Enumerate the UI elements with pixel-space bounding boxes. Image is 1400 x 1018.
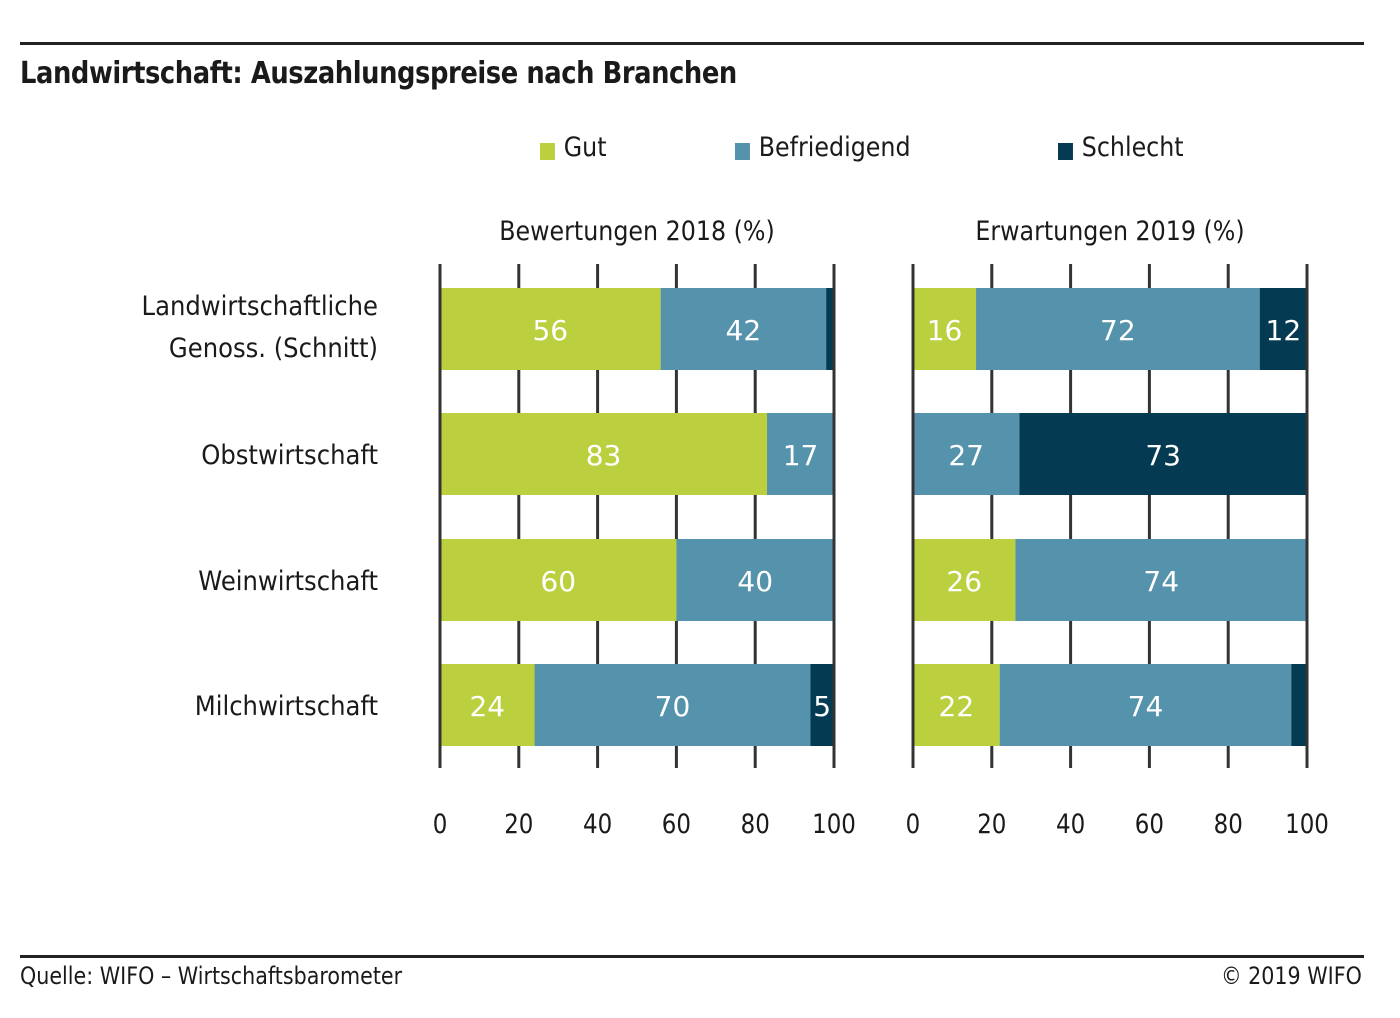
copyright-note: © 2019 WIFO [1221, 962, 1362, 990]
data-label: 83 [586, 439, 622, 472]
x-tick-label: 40 [1056, 808, 1085, 839]
source-note: Quelle: WIFO – Wirtschaftsbarometer [20, 962, 403, 990]
bar-segment-gut [440, 413, 768, 495]
data-label: 70 [655, 690, 691, 723]
category-label: Obstwirtschaft [201, 440, 378, 472]
bar-segment-befriedigend [676, 539, 834, 621]
bar-segment-befriedigend [534, 664, 811, 746]
bar-segment-gut [440, 288, 661, 370]
top-rule [20, 42, 1364, 45]
data-label: 72 [1100, 314, 1136, 347]
legend-item-befriedigend: Befriedigend [735, 132, 911, 163]
data-label: 40 [737, 565, 773, 598]
data-label: 5 [813, 690, 831, 723]
data-label: 17 [783, 439, 819, 472]
data-label: 74 [1128, 690, 1164, 723]
bar-segment-befriedigend [660, 288, 827, 370]
legend-label-gut: Gut [563, 132, 607, 163]
bar-segment-schlecht [826, 288, 834, 370]
x-tick-label: 20 [977, 808, 1006, 839]
data-label: 27 [948, 439, 984, 472]
x-tick-label: 60 [1135, 808, 1164, 839]
panel-title: Bewertungen 2018 (%) [499, 215, 775, 247]
bar-segment-befriedigend [999, 664, 1292, 746]
panel-title: Erwartungen 2019 (%) [975, 215, 1244, 247]
x-tick-label: 40 [583, 808, 612, 839]
x-tick-label: 80 [1214, 808, 1243, 839]
data-label: 12 [1266, 314, 1302, 347]
legend: Gut Befriedigend Schlecht [540, 132, 1360, 172]
legend-label-schlecht: Schlecht [1081, 132, 1184, 163]
data-label: 26 [946, 565, 982, 598]
x-tick-label: 100 [1285, 808, 1329, 839]
category-label: Milchwirtschaft [195, 691, 378, 723]
data-label: 24 [469, 690, 505, 723]
data-label: 74 [1143, 565, 1179, 598]
bar-segment-befriedigend [913, 413, 1020, 495]
bar-segment-befriedigend [767, 413, 834, 495]
x-tick-label: 0 [906, 808, 921, 839]
data-label: 60 [540, 565, 576, 598]
bar-segment-schlecht [1019, 413, 1307, 495]
bar-segment-schlecht [810, 664, 834, 746]
bar-segment-gut [440, 539, 677, 621]
legend-swatch-befriedigend [735, 143, 750, 160]
bar-segment-gut [440, 664, 535, 746]
bar-segment-gut [913, 664, 1000, 746]
category-label: Landwirtschaftliche Genoss. (Schnitt) [142, 291, 378, 365]
x-tick-label: 80 [741, 808, 770, 839]
bar-segment-schlecht [1259, 288, 1307, 370]
x-tick-label: 60 [662, 808, 691, 839]
bar-segment-befriedigend [1015, 539, 1307, 621]
x-tick-label: 0 [433, 808, 448, 839]
bar-segment-gut [913, 288, 977, 370]
legend-item-gut: Gut [540, 132, 607, 163]
category-label: Weinwirtschaft [198, 566, 378, 598]
bar-segment-schlecht [1291, 664, 1307, 746]
bar-segment-befriedigend [976, 288, 1260, 370]
x-tick-label: 100 [812, 808, 856, 839]
legend-item-schlecht: Schlecht [1058, 132, 1184, 163]
data-label: 42 [726, 314, 762, 347]
data-label: 56 [532, 314, 568, 347]
legend-swatch-schlecht [1058, 143, 1073, 160]
legend-swatch-gut [540, 143, 555, 160]
data-label: 16 [927, 314, 963, 347]
bar-segment-gut [913, 539, 1016, 621]
chart-title: Landwirtschaft: Auszahlungspreise nach B… [20, 56, 737, 91]
data-label: 22 [939, 690, 975, 723]
data-label: 73 [1145, 439, 1181, 472]
legend-label-befriedigend: Befriedigend [758, 132, 911, 163]
x-tick-label: 20 [504, 808, 533, 839]
bottom-rule [20, 955, 1364, 958]
